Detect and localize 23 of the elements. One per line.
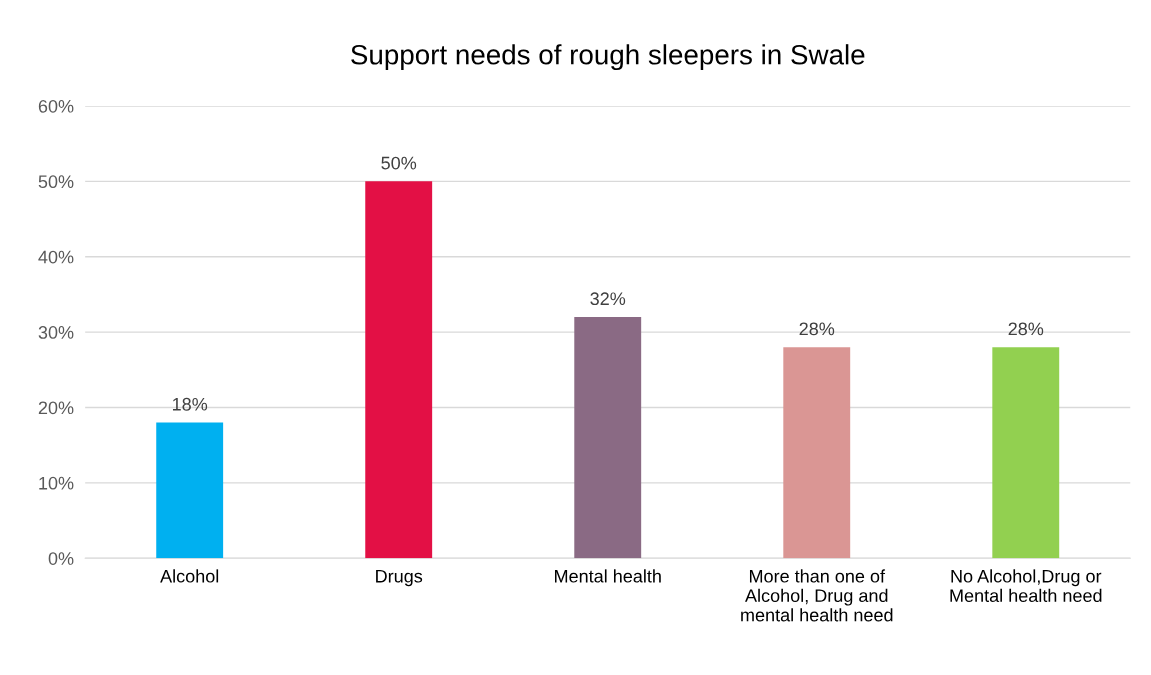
x-tick-label: Alcohol (160, 569, 219, 583)
bar (574, 317, 642, 559)
x-tick-label: More than one of Alcohol, Drug and mental health need (741, 569, 893, 622)
chart-title: Support needs of rough sleepers in Swale (351, 44, 865, 71)
data-label: 32% (590, 292, 626, 306)
data-label: 28% (799, 322, 835, 336)
bar (365, 181, 433, 559)
x-tick-label: No Alcohol,Drug or Mental health need (950, 569, 1102, 603)
data-label: 18% (172, 397, 208, 411)
data-label: 50% (381, 156, 417, 170)
y-tick-label: 10% (39, 476, 74, 490)
data-label: 28% (1008, 322, 1044, 336)
y-tick-label: 50% (38, 175, 74, 189)
bar (992, 347, 1060, 559)
y-tick-label: 0% (48, 552, 74, 565)
y-tick-label: 30% (38, 326, 74, 339)
bar (156, 422, 224, 559)
y-tick-label: 60% (38, 99, 74, 113)
y-tick-label: 20% (38, 401, 74, 415)
bar (783, 347, 851, 559)
x-tick-label: Drugs (376, 570, 423, 587)
y-tick-label: 40% (38, 250, 74, 264)
x-tick-label: Mental health (555, 569, 661, 583)
